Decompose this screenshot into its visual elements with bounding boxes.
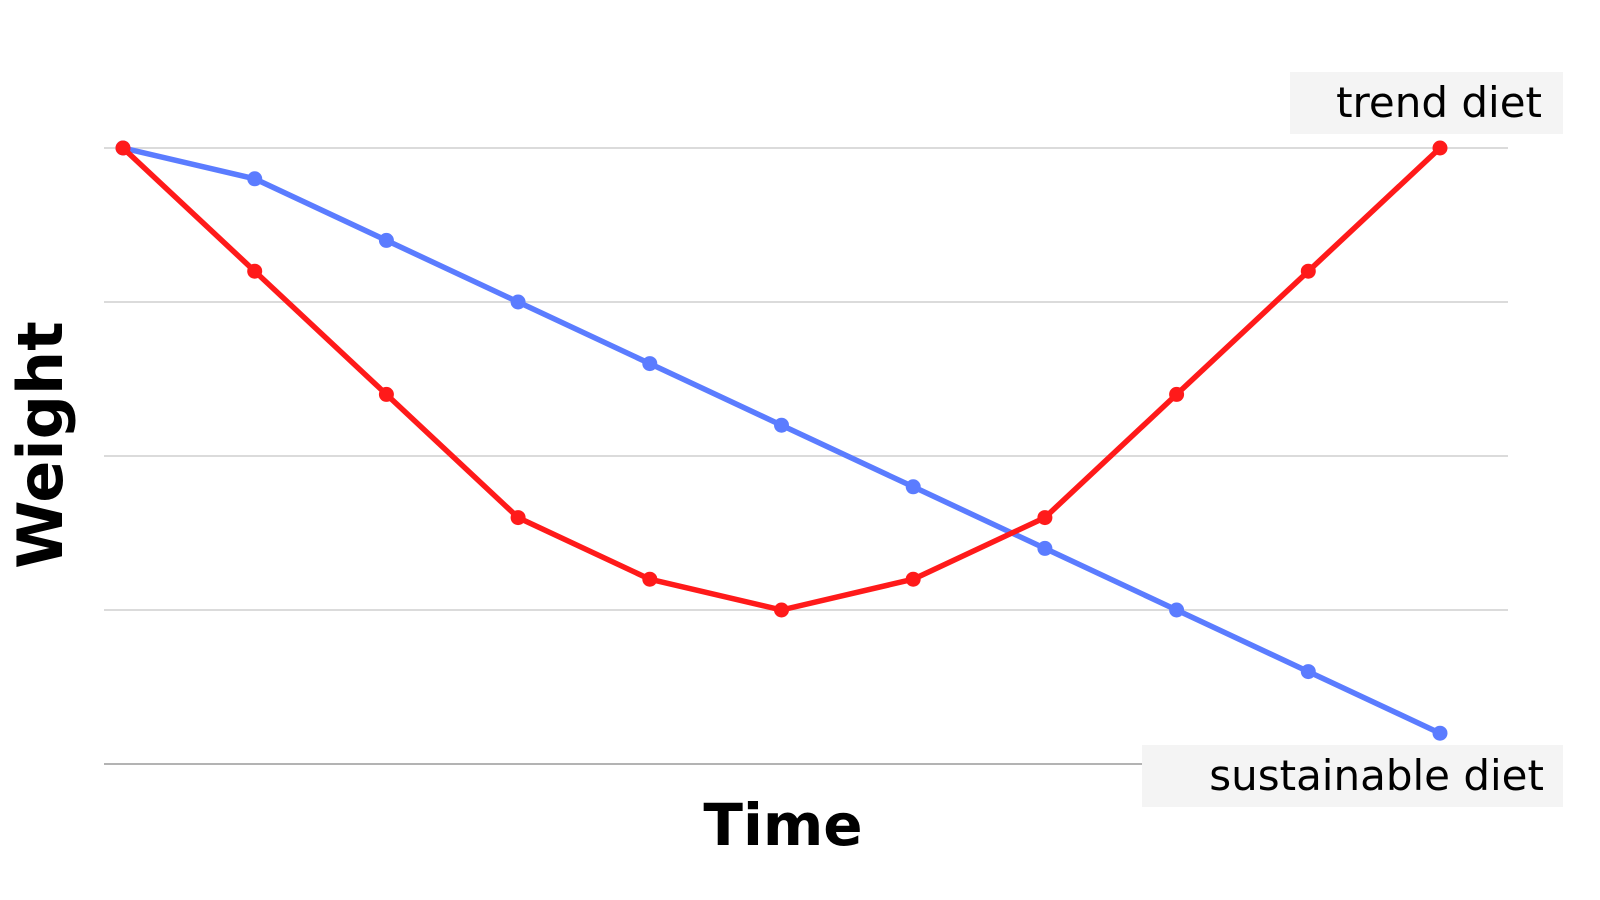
series-layer (115, 140, 1448, 741)
data-point-trend-diet (247, 263, 263, 279)
data-point-sustainable-diet (1169, 602, 1185, 618)
data-point-trend-diet (115, 140, 131, 156)
series-callouts: trend diet sustainable diet (1142, 72, 1563, 807)
gridlines (104, 147, 1508, 611)
data-point-trend-diet (1432, 140, 1448, 156)
callout-sustainable-diet: sustainable diet (1142, 745, 1563, 807)
data-point-sustainable-diet (1432, 725, 1448, 741)
callout-trend-diet: trend diet (1290, 72, 1563, 134)
data-point-trend-diet (1037, 510, 1053, 526)
data-point-trend-diet (642, 571, 658, 587)
series-line-trend-diet (120, 145, 1443, 613)
data-point-trend-diet (1169, 386, 1185, 402)
data-point-sustainable-diet (247, 171, 263, 187)
data-point-sustainable-diet (378, 232, 394, 248)
series-line-sustainable-diet (120, 145, 1443, 736)
data-point-sustainable-diet (1300, 664, 1316, 680)
data-point-sustainable-diet (642, 356, 658, 372)
series-label-trend-diet: trend diet (1336, 78, 1542, 127)
data-point-trend-diet (905, 571, 921, 587)
y-axis-title: Weight (4, 321, 77, 569)
data-point-sustainable-diet (905, 479, 921, 495)
data-point-sustainable-diet (774, 417, 789, 433)
data-point-trend-diet (510, 510, 526, 526)
data-point-trend-diet (378, 386, 394, 402)
series-sustainable-diet (115, 140, 1448, 741)
callout-box (1290, 72, 1563, 134)
data-point-trend-diet (1300, 263, 1316, 279)
data-point-sustainable-diet (510, 294, 526, 310)
data-point-trend-diet (774, 602, 789, 618)
data-point-sustainable-diet (1037, 540, 1053, 556)
series-label-sustainable-diet: sustainable diet (1209, 751, 1544, 800)
x-axis-title: Time (703, 791, 862, 859)
callout-box (1142, 745, 1563, 807)
series-trend-diet (115, 140, 1448, 618)
